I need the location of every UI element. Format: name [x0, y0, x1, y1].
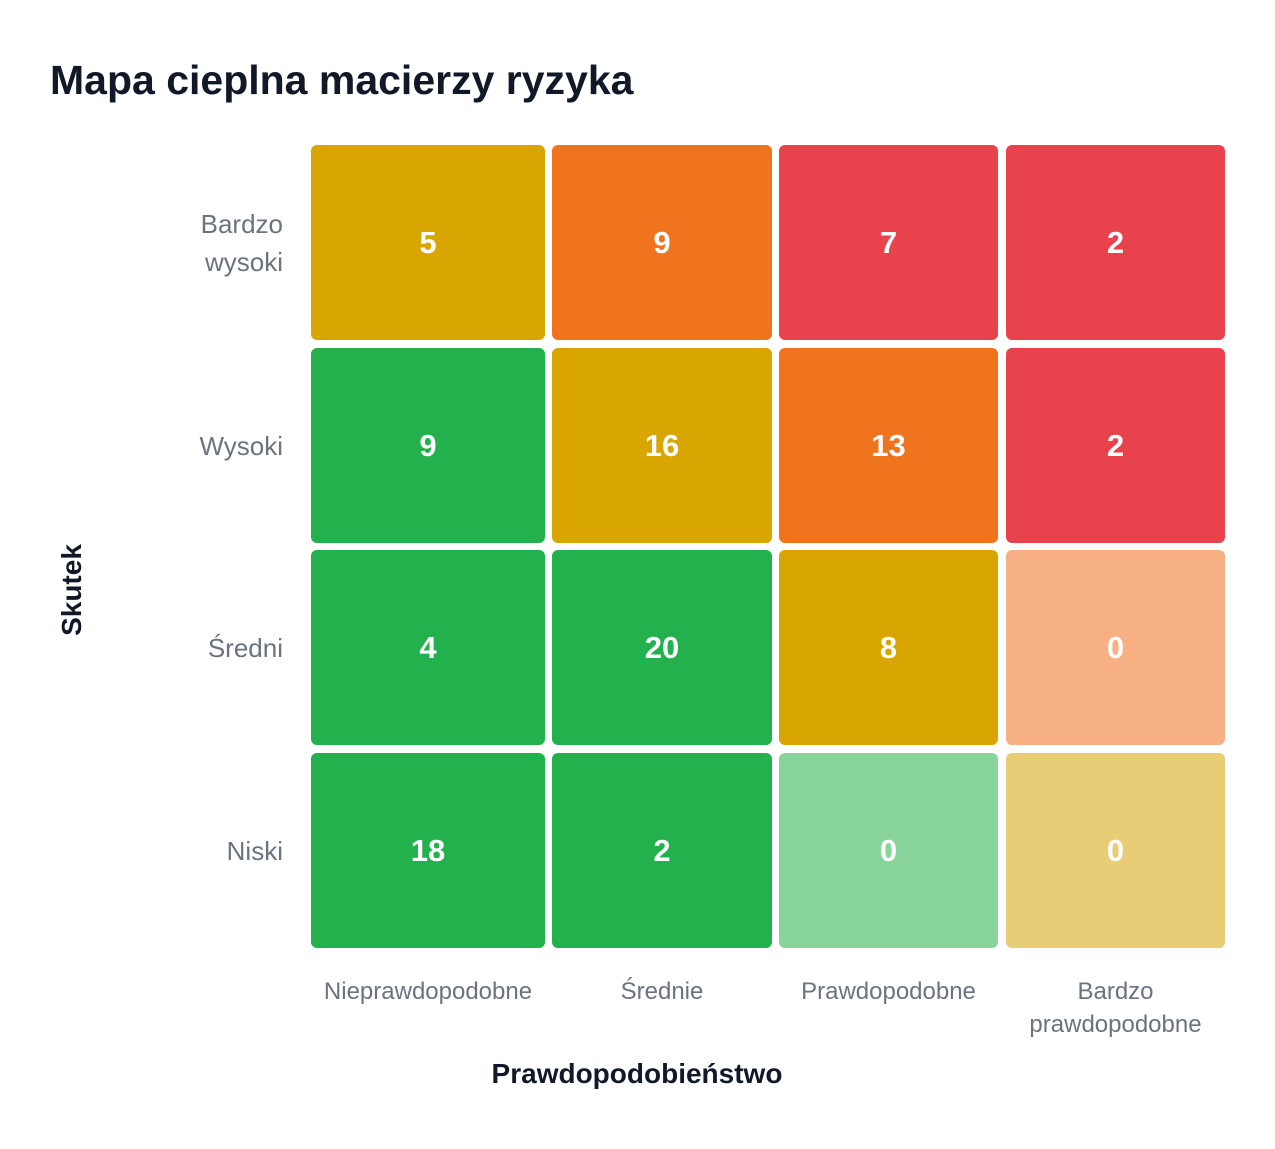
x-tick-label-line: prawdopodobne — [1029, 1011, 1202, 1038]
y-tick-label: Niski — [113, 832, 283, 870]
heatmap-cell: 2 — [552, 753, 772, 948]
chart-title: Mapa cieplna macierzy ryzyka — [50, 57, 634, 103]
x-tick-label-line: Średnie — [620, 978, 704, 1005]
heatmap-cell: 7 — [779, 145, 998, 340]
x-tick-label-line: Nieprawdopodobne — [323, 978, 533, 1005]
heatmap-cell: 2 — [1006, 145, 1225, 340]
x-tick-label: Nieprawdopodobne — [308, 975, 548, 1008]
heatmap-cell: 20 — [552, 550, 772, 745]
heatmap-cell: 5 — [311, 145, 545, 340]
heatmap-cell: 2 — [1006, 348, 1225, 543]
heatmap-cell: 0 — [1006, 753, 1225, 948]
heatmap-cell: 18 — [311, 753, 545, 948]
x-axis-title: Prawdopodobieństwo — [491, 1058, 783, 1089]
x-tick-label-line: Prawdopodobne — [801, 978, 976, 1005]
heatmap-cell: 13 — [779, 348, 998, 543]
x-tick-label-line: Bardzo — [1077, 978, 1154, 1005]
heatmap-cell: 16 — [552, 348, 772, 543]
y-tick-label: Średni — [113, 629, 283, 667]
y-tick-label-line: Średni — [207, 632, 283, 663]
x-tick-label: Bardzo prawdopodobne — [996, 975, 1236, 1041]
heatmap-cell: 4 — [311, 550, 545, 745]
x-tick-label: Średnie — [542, 975, 782, 1008]
y-axis-title: Skutek — [56, 544, 87, 636]
y-tick-label-line: Wysoki — [199, 430, 283, 461]
heatmap-cell: 9 — [552, 145, 772, 340]
heatmap-cell: 0 — [779, 753, 998, 948]
y-tick-label: Wysoki — [113, 427, 283, 465]
heatmap-cell: 9 — [311, 348, 545, 543]
x-tick-label: Prawdopodobne — [769, 975, 1009, 1008]
heatmap-cell: 0 — [1006, 550, 1225, 745]
y-tick-label-line: wysoki — [204, 246, 283, 277]
y-tick-label-line: Niski — [226, 835, 283, 866]
y-tick-label: Bardzo wysoki — [113, 205, 283, 281]
heatmap-cell: 8 — [779, 550, 998, 745]
y-tick-label-line: Bardzo — [200, 208, 283, 239]
